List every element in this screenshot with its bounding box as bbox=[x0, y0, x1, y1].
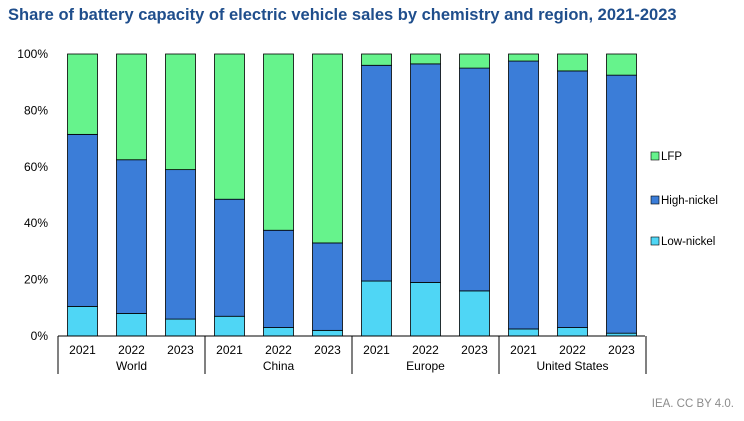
x-tick-label: 2022 bbox=[412, 343, 439, 357]
bar-low-nickel bbox=[116, 313, 147, 337]
x-tick-label: 2021 bbox=[216, 343, 243, 357]
chart-title: Share of battery capacity of electric ve… bbox=[8, 6, 677, 24]
legend-swatch-lfp bbox=[650, 151, 660, 161]
bar-low-nickel bbox=[410, 282, 441, 337]
bar-low-nickel bbox=[557, 327, 588, 337]
y-tick-label: 0% bbox=[31, 329, 49, 343]
bar-lfp bbox=[557, 53, 588, 72]
legend-label-low-nickel: Low-nickel bbox=[661, 236, 715, 248]
bar-lfp bbox=[263, 53, 294, 231]
bar-low-nickel bbox=[67, 305, 98, 337]
bar-high-nickel bbox=[214, 198, 245, 317]
y-tick-label: 40% bbox=[24, 216, 48, 230]
y-tick-label: 80% bbox=[24, 103, 48, 117]
x-tick-label: 2021 bbox=[69, 343, 96, 357]
y-tick-label: 20% bbox=[24, 273, 48, 287]
bar-lfp bbox=[214, 53, 245, 200]
bar-low-nickel bbox=[508, 328, 539, 337]
bar-lfp bbox=[459, 53, 490, 69]
x-tick-label: 2022 bbox=[118, 343, 145, 357]
bar-low-nickel bbox=[165, 318, 196, 337]
bar-high-nickel bbox=[410, 63, 441, 283]
legend: LFP High-nickel Low-nickel bbox=[650, 151, 718, 248]
bar-low-nickel bbox=[312, 329, 343, 337]
bar-high-nickel bbox=[67, 133, 98, 307]
bar-lfp bbox=[410, 53, 441, 65]
bar-lfp bbox=[67, 53, 98, 135]
bar-high-nickel bbox=[557, 70, 588, 328]
bar-lfp bbox=[116, 53, 147, 161]
bar-high-nickel bbox=[361, 64, 392, 282]
bar-lfp bbox=[361, 53, 392, 66]
group-label: World bbox=[116, 359, 147, 373]
credit-text: IEA. CC BY 4.0. bbox=[651, 398, 734, 410]
bar-high-nickel bbox=[116, 159, 147, 314]
x-tick-label: 2023 bbox=[461, 343, 488, 357]
bar-high-nickel bbox=[508, 60, 539, 330]
legend-swatch-low-nickel bbox=[650, 236, 660, 246]
bar-low-nickel bbox=[263, 327, 294, 337]
bar-lfp bbox=[508, 53, 539, 62]
bar-high-nickel bbox=[459, 67, 490, 292]
bar-lfp bbox=[606, 53, 637, 76]
bar-low-nickel bbox=[361, 280, 392, 337]
x-tick-label: 2023 bbox=[608, 343, 635, 357]
bar-low-nickel bbox=[214, 315, 245, 337]
x-tick-label: 2021 bbox=[363, 343, 390, 357]
bar-high-nickel bbox=[312, 242, 343, 331]
bar-high-nickel bbox=[165, 169, 196, 320]
x-tick-label: 2021 bbox=[510, 343, 537, 357]
bar-high-nickel bbox=[606, 74, 637, 334]
bar-lfp bbox=[312, 53, 343, 244]
x-tick-label: 2022 bbox=[265, 343, 292, 357]
legend-label-lfp: LFP bbox=[661, 151, 682, 163]
x-tick-label: 2023 bbox=[314, 343, 341, 357]
x-tick-label: 2022 bbox=[559, 343, 586, 357]
bar-lfp bbox=[165, 53, 196, 171]
legend-swatch-high-nickel bbox=[650, 195, 660, 205]
y-tick-label: 60% bbox=[24, 160, 48, 174]
plot-area: 0% 20% 40% 60% 80% 100% 2021 2022 2023 2021 2022 20… bbox=[17, 47, 647, 374]
group-label: China bbox=[263, 359, 295, 373]
group-label: United States bbox=[536, 359, 608, 373]
group-label: Europe bbox=[406, 359, 445, 373]
legend-label-high-nickel: High-nickel bbox=[661, 195, 718, 207]
y-tick-label: 100% bbox=[17, 47, 48, 61]
bar-high-nickel bbox=[263, 229, 294, 328]
x-tick-label: 2023 bbox=[167, 343, 194, 357]
bar-low-nickel bbox=[459, 290, 490, 337]
